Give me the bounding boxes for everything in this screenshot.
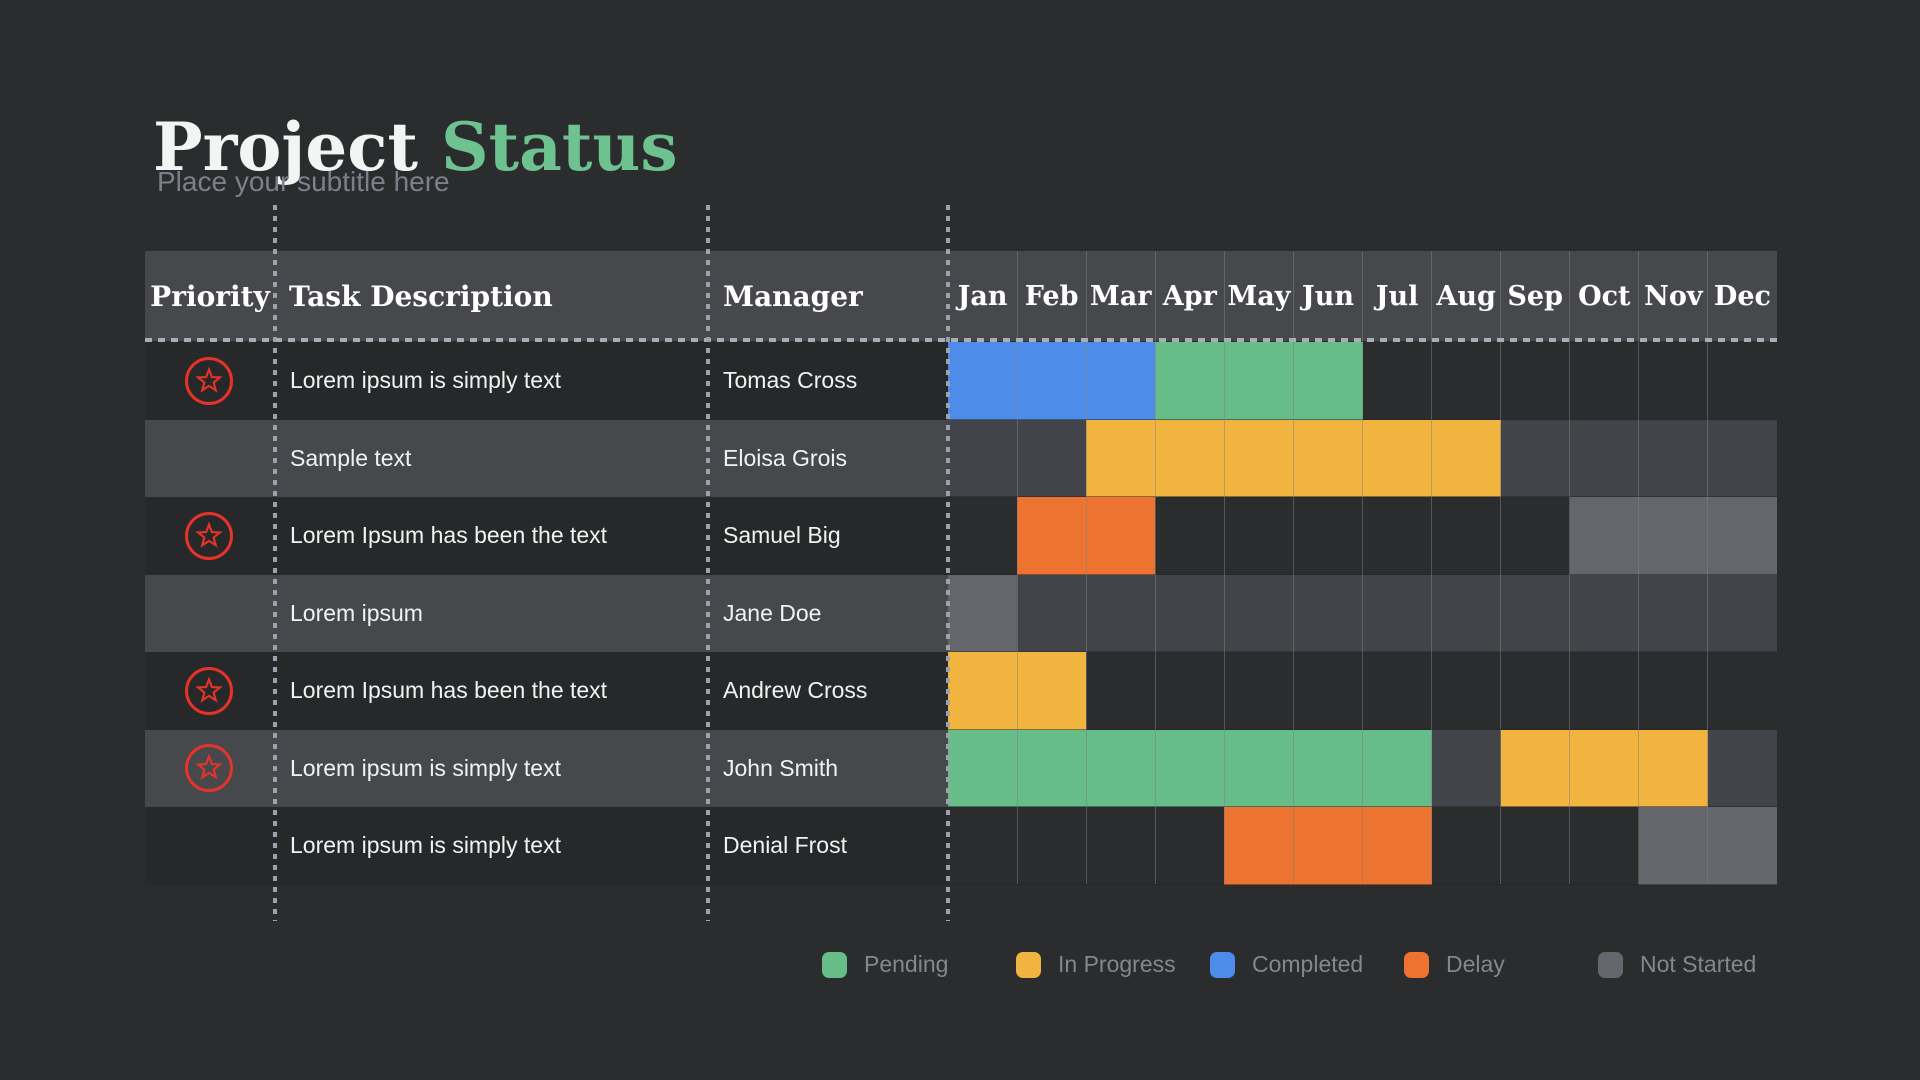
title-main: Project	[153, 108, 418, 187]
table-row: Lorem ipsum is simply text John Smith	[145, 729, 1777, 807]
priority-star-icon	[185, 356, 233, 405]
gantt-bar-in-progress	[948, 652, 1087, 730]
task-description-cell: Lorem ipsum is simply text	[290, 754, 561, 781]
task-description-cell: Lorem ipsum is simply text	[290, 832, 561, 859]
gantt-bar-not-started	[1569, 497, 1777, 575]
priority-star-icon	[185, 744, 233, 793]
month-header-dec: Dec	[1713, 280, 1771, 312]
column-divider-task-dotted	[706, 205, 710, 921]
month-header-may: May	[1227, 280, 1291, 312]
gantt-bar-pending	[948, 729, 1432, 807]
row-info-cells: Lorem ipsum is simply text John Smith	[145, 729, 948, 807]
task-description-cell: Lorem ipsum	[290, 599, 423, 626]
legend: Pending In Progress Completed Delay Not …	[822, 951, 1792, 978]
month-header-nov: Nov	[1644, 280, 1703, 312]
manager-cell: Denial Frost	[723, 832, 847, 859]
page-title: Project Status	[153, 108, 678, 186]
manager-cell: Tomas Cross	[723, 367, 858, 394]
gantt-bar-pending	[1155, 342, 1363, 420]
manager-cell: Jane Doe	[723, 599, 822, 626]
row-info-cells: Lorem ipsum is simply text Denial Frost	[145, 807, 948, 885]
gantt-bar-in-progress	[1086, 419, 1501, 497]
table-row: Lorem ipsum is simply text Denial Frost	[145, 807, 1777, 885]
legend-label: Not Started	[1640, 951, 1757, 977]
gantt-row-track	[948, 342, 1777, 420]
column-header-task: Task Description	[289, 279, 553, 313]
legend-item-completed: Completed	[1210, 951, 1404, 978]
page-subtitle: Place your subtitle here	[157, 166, 450, 197]
legend-label: Pending	[864, 951, 949, 977]
gantt-rows: Lorem ipsum is simply text Tomas Cross Sam…	[145, 342, 1777, 885]
gantt-bar-not-started	[1638, 807, 1777, 885]
gantt-row-track	[948, 497, 1777, 575]
row-info-cells: Lorem ipsum is simply text Tomas Cross	[145, 342, 948, 420]
completed-swatch-icon	[1210, 951, 1235, 978]
header-divider-dotted	[145, 338, 1777, 342]
gantt-bar-delay	[1224, 807, 1432, 885]
priority-star-icon	[185, 666, 233, 715]
legend-item-in-progress: In Progress	[1016, 951, 1210, 978]
month-header-jul: Jul	[1375, 280, 1419, 312]
table-row: Sample text Eloisa Grois	[145, 419, 1777, 497]
table-row: Lorem Ipsum has been the text Andrew Cros…	[145, 652, 1777, 730]
column-header-priority: Priority	[150, 279, 270, 313]
month-header-aug: Aug	[1436, 280, 1496, 312]
month-header-mar: Mar	[1089, 280, 1152, 312]
month-header-jan: Jan	[957, 280, 1008, 312]
column-divider-manager-dotted	[946, 205, 950, 921]
gantt-bar-delay	[1017, 497, 1156, 575]
legend-label: Completed	[1252, 951, 1364, 977]
task-description-cell: Lorem Ipsum has been the text	[290, 522, 608, 549]
month-header-oct: Oct	[1578, 280, 1631, 312]
pending-swatch-icon	[822, 951, 847, 978]
gantt-bar-not-started	[948, 574, 1018, 652]
month-header-jun: Jun	[1301, 280, 1354, 312]
row-info-cells: Sample text Eloisa Grois	[145, 419, 948, 497]
column-header-manager: Manager	[723, 279, 863, 313]
legend-label: Delay	[1446, 951, 1505, 977]
in-progress-swatch-icon	[1016, 951, 1041, 978]
table-header: Priority Task Description Manager Jan Feb…	[145, 251, 1777, 341]
task-description-cell: Sample text	[290, 444, 412, 471]
row-info-cells: Lorem ipsum Jane Doe	[145, 574, 948, 652]
column-divider-priority-dotted	[273, 205, 277, 921]
month-header-sep: Sep	[1507, 280, 1563, 312]
manager-cell: John Smith	[723, 754, 839, 781]
table-row: Lorem ipsum is simply text Tomas Cross	[145, 342, 1777, 420]
delay-swatch-icon	[1404, 951, 1429, 978]
task-description-cell: Lorem ipsum is simply text	[290, 367, 561, 394]
not-started-swatch-icon	[1598, 951, 1623, 978]
legend-item-pending: Pending	[822, 951, 1016, 978]
task-description-cell: Lorem Ipsum has been the text	[290, 677, 608, 704]
gantt-row-track	[948, 652, 1777, 730]
gantt-bar-completed	[948, 342, 1156, 420]
legend-item-not-started: Not Started	[1598, 951, 1792, 978]
gantt-bar-in-progress	[1500, 729, 1708, 807]
title-accent: Status	[440, 108, 678, 187]
manager-cell: Andrew Cross	[723, 677, 868, 704]
manager-cell: Eloisa Grois	[723, 444, 847, 471]
gantt-row-track	[948, 574, 1777, 652]
table-row: Lorem Ipsum has been the text Samuel Big	[145, 497, 1777, 575]
manager-cell: Samuel Big	[723, 522, 841, 549]
priority-star-icon	[185, 511, 233, 560]
gantt-row-track	[948, 419, 1777, 497]
month-header-feb: Feb	[1024, 280, 1079, 312]
row-info-cells: Lorem Ipsum has been the text Andrew Cros…	[145, 652, 948, 730]
table-row: Lorem ipsum Jane Doe	[145, 574, 1777, 652]
row-info-cells: Lorem Ipsum has been the text Samuel Big	[145, 497, 948, 575]
legend-item-delay: Delay	[1404, 951, 1598, 978]
gantt-row-track	[948, 807, 1777, 885]
gantt-row-track	[948, 729, 1777, 807]
month-header-apr: Apr	[1162, 280, 1217, 312]
legend-label: In Progress	[1058, 951, 1176, 977]
